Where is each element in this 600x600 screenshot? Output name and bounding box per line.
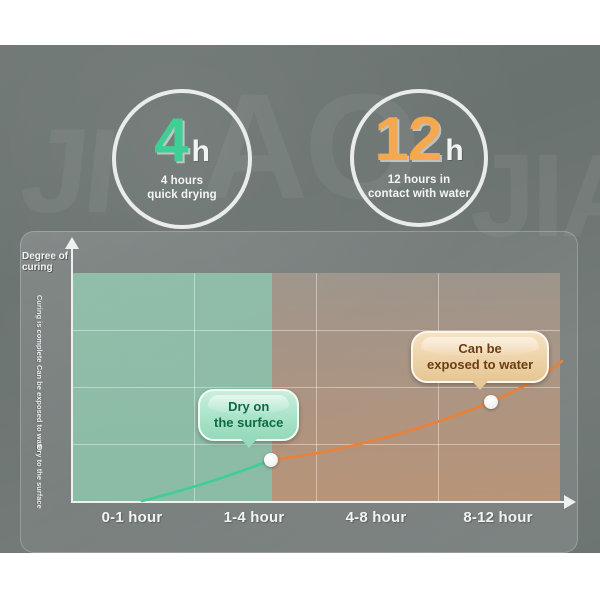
y-axis-line — [71, 247, 73, 503]
badge-quick-drying-caption-line2: quick drying — [147, 188, 217, 201]
zone-water — [272, 273, 560, 501]
tooltip-dry-on-surface[interactable]: Dry on the surface — [198, 389, 300, 449]
marker-exposed-to-water[interactable] — [484, 395, 498, 409]
badge-quick-drying-caption-line1: 4 hours — [160, 174, 204, 187]
tooltip-dry-line1: Dry on — [228, 399, 270, 414]
badge-water-contact-caption-line1: 12 hours in — [387, 173, 451, 186]
curing-curves — [140, 359, 564, 503]
x-tick-label-4-8-hour: 4-8 hour — [345, 509, 407, 526]
gridline-horizontal — [72, 387, 560, 388]
tooltip-water-line2: exposed to water — [427, 356, 534, 372]
marker-dry-on-surface[interactable] — [264, 453, 278, 467]
gridline-horizontal — [72, 330, 560, 331]
badge-quick-drying-caption: 4 hours quick drying — [147, 175, 217, 202]
badge-water-contact: 12 h 12 hours in contact with water — [350, 89, 488, 227]
infographic-band: JI AO JIA 4 h 4 hours quick drying 12 h … — [0, 45, 600, 553]
badge-water-contact-caption-line2: contact with water — [367, 187, 471, 200]
gridline-vertical — [316, 273, 317, 501]
badge-quick-drying: 4 h 4 hours quick drying — [112, 89, 252, 229]
curve-drying-stage — [140, 458, 273, 503]
gridline-vertical — [438, 273, 439, 501]
tooltip-water-line1: Can be — [458, 341, 502, 356]
badge-water-contact-unit: h — [445, 133, 464, 167]
badge-quick-drying-unit: h — [191, 134, 210, 168]
y-axis-arrow-icon — [65, 237, 79, 249]
badge-water-contact-number: 12 — [374, 104, 442, 174]
gridline-vertical — [194, 273, 195, 501]
gridline-horizontal — [72, 444, 560, 445]
curing-chart-card: Degree of curing Curing is complete Can … — [20, 231, 578, 553]
x-tick-label-0-1-hour: 0-1 hour — [101, 509, 163, 526]
y-axis-title: Degree of curing — [22, 251, 69, 274]
badge-water-contact-value: 12 h — [374, 104, 464, 174]
plot-area — [72, 273, 560, 501]
x-axis-arrow-icon — [564, 495, 576, 509]
x-axis-line — [72, 501, 566, 503]
x-tick-label-1-4-hour: 1-4 hour — [223, 509, 285, 526]
zone-drying — [72, 273, 273, 501]
watermark-text-a: JI — [14, 104, 122, 238]
badge-water-contact-caption: 12 hours in contact with water — [368, 174, 470, 201]
tooltip-dry-line2: the surface — [214, 414, 284, 430]
tooltip-exposed-to-water[interactable]: Can be exposed to water — [411, 331, 550, 391]
badge-quick-drying-number: 4 — [154, 105, 188, 175]
badge-quick-drying-value: 4 h — [154, 105, 210, 175]
x-tick-label-8-12-hour: 8-12 hour — [463, 509, 533, 526]
watermark-text-c: JIA — [470, 130, 600, 262]
